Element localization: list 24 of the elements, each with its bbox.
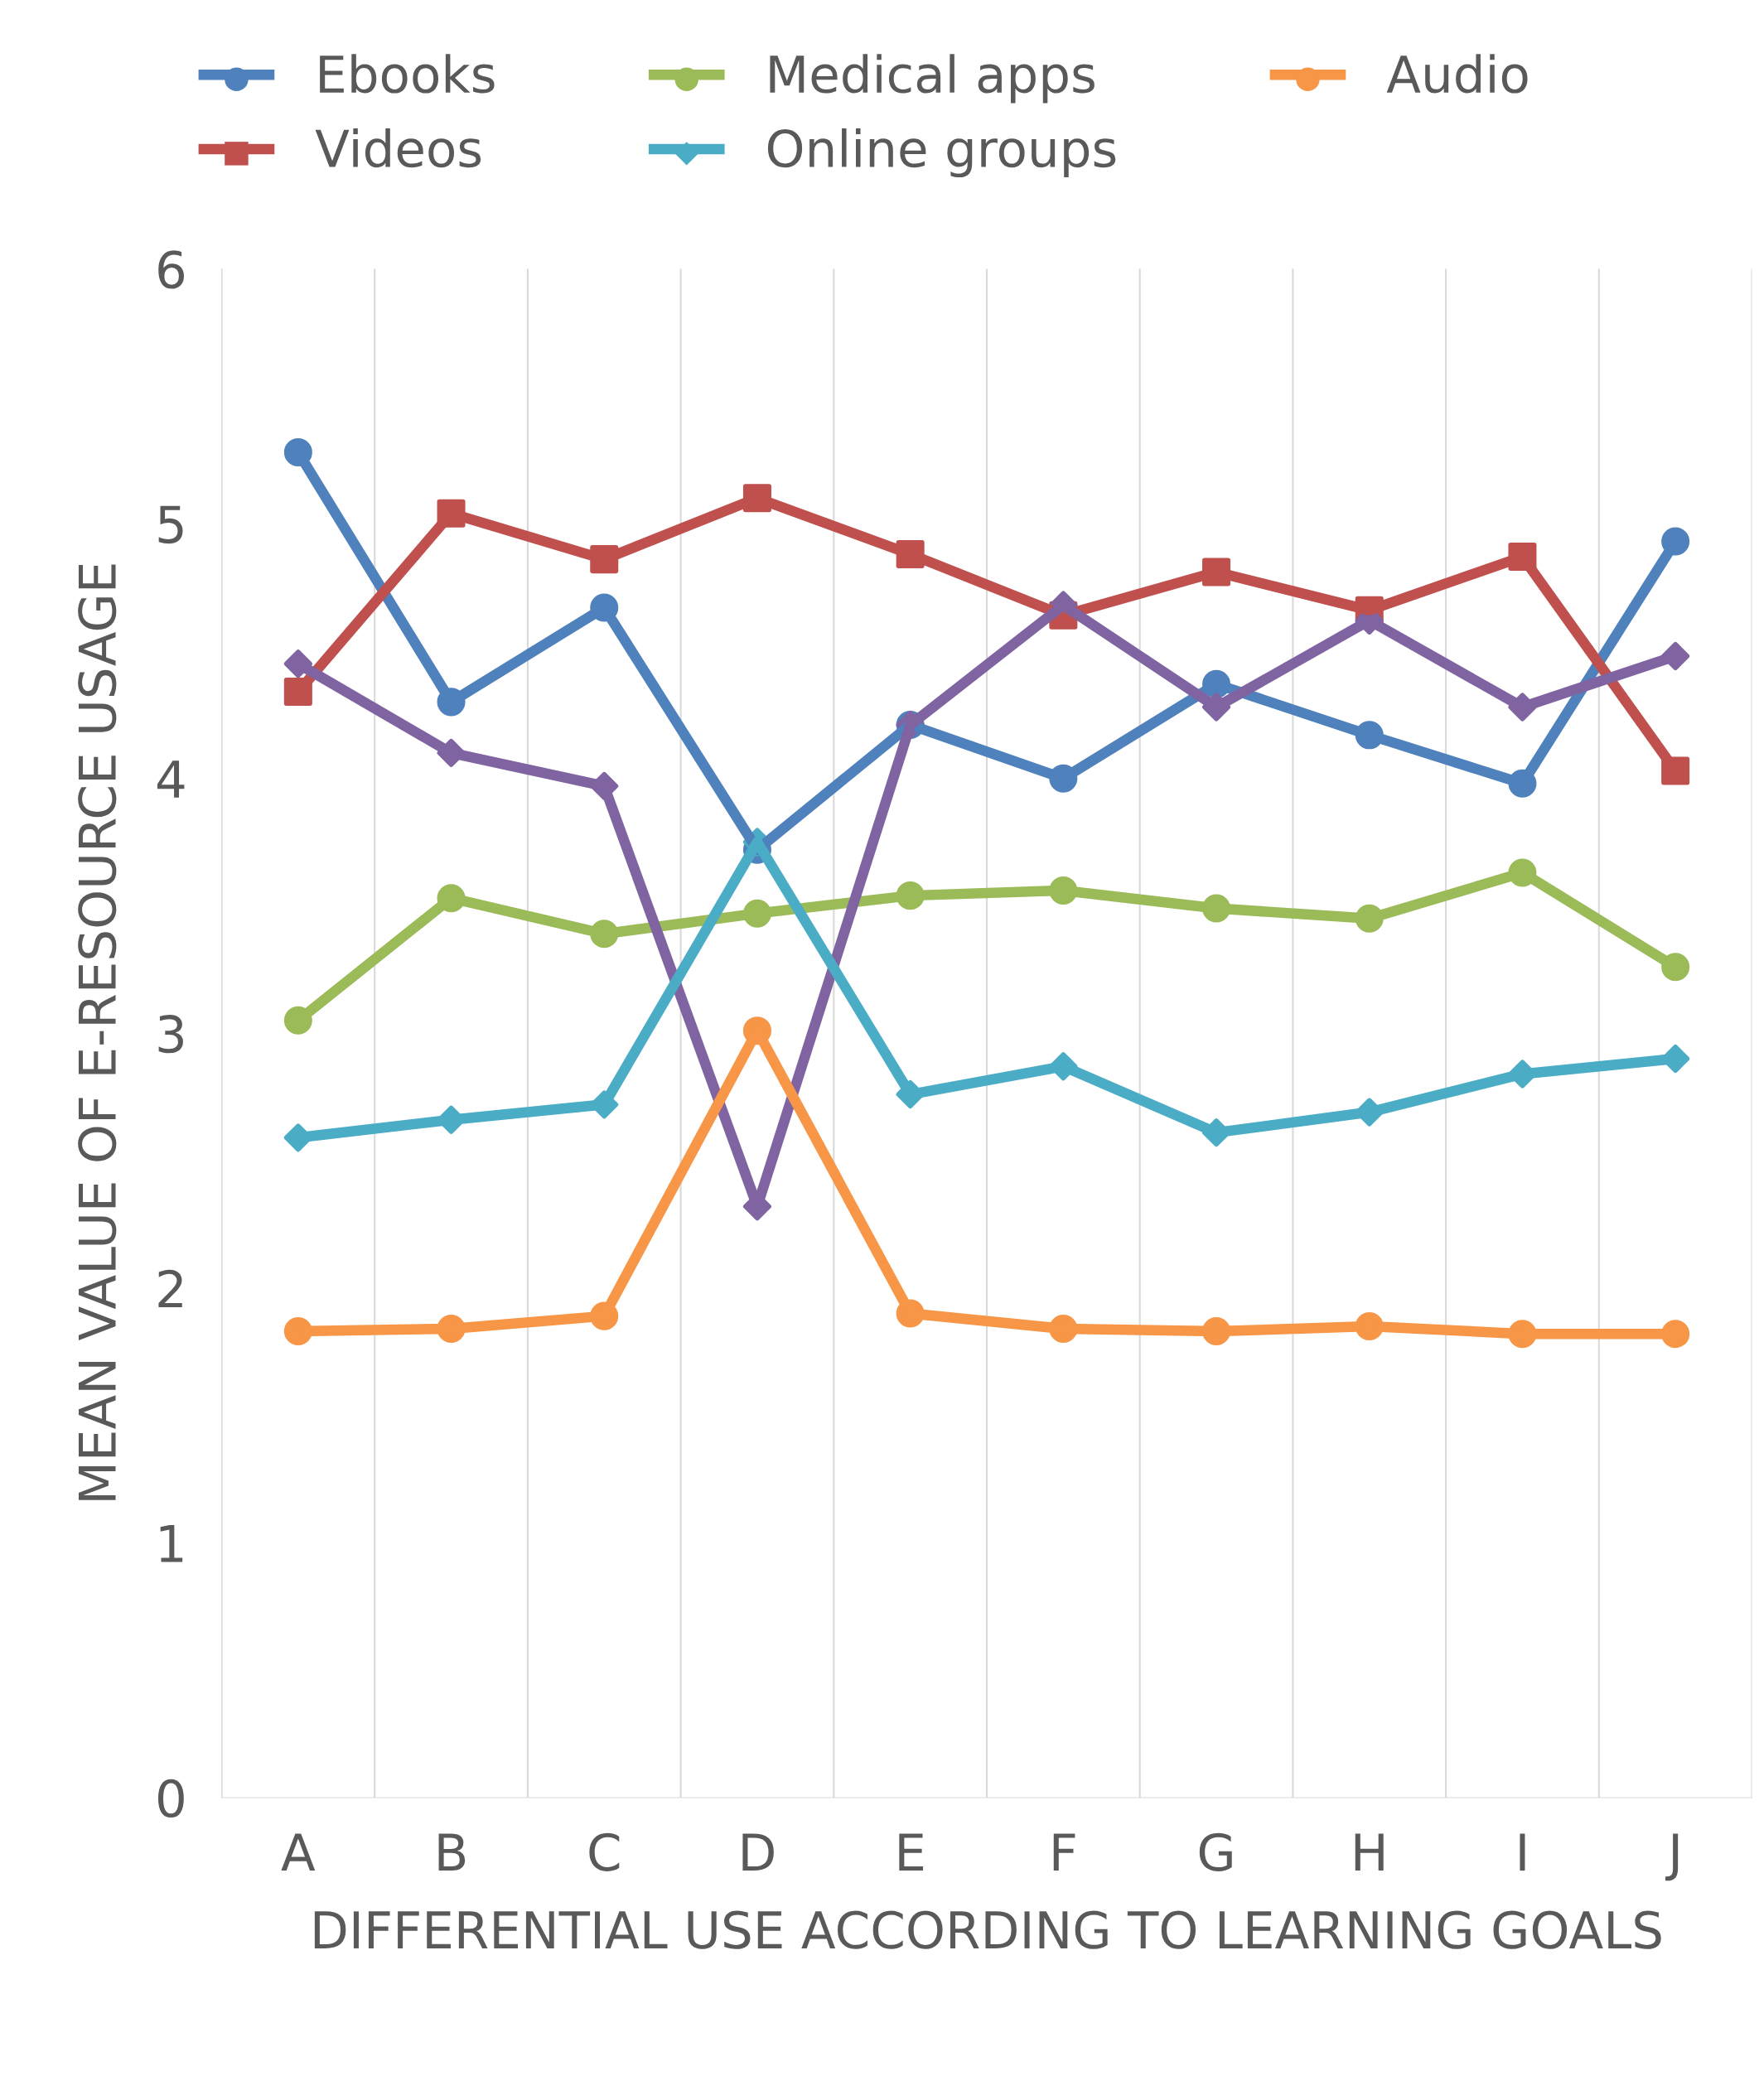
- y-tick-label: 0: [157, 1779, 184, 1818]
- legend-label: Medical apps: [770, 54, 1095, 104]
- x-tick-label: B: [438, 1833, 466, 1871]
- x-tick-label: E: [899, 1833, 924, 1871]
- x-axis-title: DIFFERENTIAL USE ACCORDING TO LEARNING GOALS: [314, 1910, 1661, 1949]
- y-tick-label: 2: [158, 1269, 182, 1308]
- legend-label: Videos: [315, 128, 481, 168]
- y-tick-label: 3: [158, 1015, 183, 1054]
- y-tick-label: 6: [158, 250, 184, 289]
- x-tick-label: D: [742, 1833, 774, 1871]
- x-tick-label: H: [1355, 1833, 1384, 1871]
- x-tick-label: A: [281, 1833, 316, 1871]
- x-tick-label: J: [1665, 1833, 1679, 1881]
- y-tick-label: 1: [160, 1525, 183, 1562]
- y-tick-label: 4: [157, 760, 185, 798]
- y-axis-title: MEAN VALUE OF E-RESOURCE USAGE: [78, 564, 117, 1500]
- y-tick-label: 5: [158, 505, 183, 544]
- legend-label: Audio: [1386, 54, 1528, 94]
- x-tick-label: G: [1199, 1832, 1232, 1871]
- x-tick-label: I: [1520, 1833, 1525, 1871]
- x-tick-label: C: [589, 1832, 620, 1871]
- x-tick-label: F: [1053, 1833, 1075, 1871]
- legend-label: Online groups: [767, 128, 1116, 178]
- legend-label: Ebooks: [320, 54, 495, 94]
